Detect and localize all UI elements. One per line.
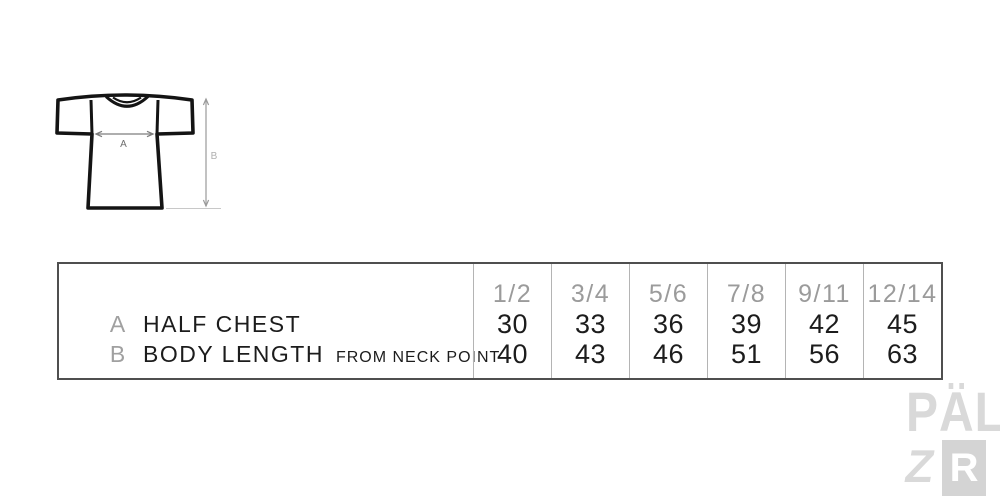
logo-text-z: Z — [901, 440, 939, 492]
half-chest-value: 39 — [730, 309, 763, 339]
half-chest-value: 36 — [652, 309, 685, 339]
half-chest-value: 45 — [886, 309, 919, 339]
labels-header-spacer — [59, 279, 473, 309]
tshirt-left-seam — [89, 99, 94, 135]
half-chest-value: 30 — [496, 309, 529, 339]
body-length-value: 63 — [886, 339, 919, 369]
brand-logo: PÄL Z R — [901, 382, 1000, 496]
size-column-7-8: 7/8 39 51 — [707, 264, 785, 378]
measure-a-label: A — [120, 139, 128, 150]
row-label-half-chest: A HALF CHEST — [59, 309, 473, 339]
size-column-5-6: 5/6 36 46 — [629, 264, 707, 378]
size-header: 7/8 — [726, 280, 767, 308]
size-column-3-4: 3/4 33 43 — [551, 264, 629, 378]
body-length-value: 46 — [652, 339, 685, 369]
size-column-12-14: 12/14 45 63 — [863, 264, 941, 378]
measurement-labels-column: A HALF CHEST B BODY LENGTH FROM NECK POINT — [59, 264, 499, 378]
row-letter-b: B — [109, 341, 127, 367]
row-letter-a: A — [109, 311, 127, 337]
body-length-value: 43 — [574, 339, 607, 369]
size-header: 1/2 — [492, 280, 533, 308]
row-label-text: HALF CHEST — [143, 311, 302, 337]
size-header: 9/11 — [798, 280, 851, 308]
body-length-value: 56 — [808, 339, 841, 369]
logo-text-pal: PÄL — [906, 382, 1000, 444]
logo-text-r-block: R — [942, 440, 987, 496]
tshirt-right-seam — [155, 99, 160, 135]
half-chest-value: 42 — [808, 309, 841, 339]
size-header: 12/14 — [867, 280, 938, 308]
body-length-value: 51 — [730, 339, 763, 369]
tshirt-diagram: A B — [55, 93, 221, 210]
logo-line2: Z R — [901, 440, 998, 496]
measure-b-label: B — [211, 151, 218, 162]
measure-a-arrow — [94, 130, 155, 138]
row-note-text: FROM NECK POINT — [335, 349, 501, 366]
size-column-1-2: 1/2 30 40 — [473, 264, 551, 378]
measure-b-arrow — [202, 97, 210, 208]
body-length-value: 40 — [496, 339, 529, 369]
half-chest-value: 33 — [574, 309, 607, 339]
size-header: 5/6 — [648, 280, 689, 308]
tshirt-collar-inner — [112, 96, 142, 104]
size-column-9-11: 9/11 42 56 — [785, 264, 863, 378]
tshirt-outline — [55, 93, 195, 210]
size-table: A HALF CHEST B BODY LENGTH FROM NECK POINT … — [57, 262, 943, 380]
row-label-body-length: B BODY LENGTH FROM NECK POINT — [59, 339, 499, 369]
row-label-text: BODY LENGTH — [143, 341, 324, 367]
size-header: 3/4 — [570, 280, 611, 308]
tshirt-collar-outer — [104, 95, 150, 108]
